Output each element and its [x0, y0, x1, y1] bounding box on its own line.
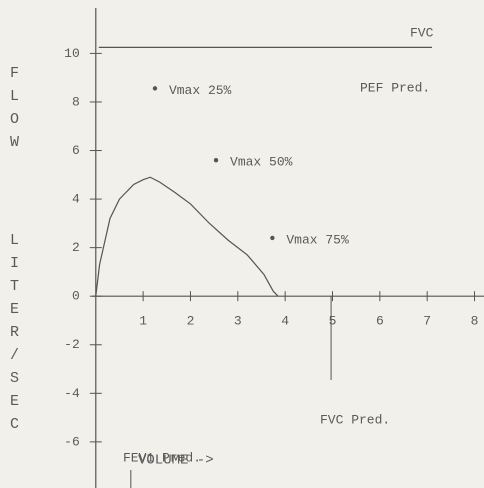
fvc-pred-label: FVC Pred.	[320, 412, 390, 427]
y-axis-label: FLOW	[6, 65, 23, 157]
y-tick-label: 0	[72, 289, 80, 304]
pef-pred-label: PEF Pred.	[360, 80, 430, 95]
x-tick-label: 6	[376, 314, 384, 329]
x-tick-label: 7	[423, 314, 431, 329]
y-tick-label: -4	[64, 386, 80, 401]
x-tick-label: 8	[471, 314, 479, 329]
y-tick-label: 4	[72, 192, 80, 207]
y-tick-label: -2	[64, 337, 80, 352]
fvc-label: FVC	[410, 25, 434, 40]
y-tick-label: 10	[64, 46, 80, 61]
x-axis-label: VOLUME ->	[138, 453, 214, 469]
y-axis-label: LITER/SEC	[6, 232, 23, 439]
vmax-label: Vmax 75%	[286, 232, 349, 247]
y-tick-label: -6	[64, 434, 80, 449]
vmax-point	[152, 86, 158, 91]
flow-curve	[95, 176, 279, 297]
y-tick-label: 8	[72, 94, 80, 109]
x-tick-label: 3	[234, 314, 242, 329]
x-tick-label: 4	[281, 314, 289, 329]
vmax-point	[270, 235, 275, 241]
y-tick-label: 6	[72, 143, 80, 158]
y-tick-label: 2	[72, 240, 80, 255]
vmax-label: Vmax 25%	[169, 83, 232, 98]
vmax-point	[213, 158, 219, 163]
x-tick-label: 5	[329, 314, 337, 329]
x-tick-label: 1	[139, 314, 147, 329]
x-tick-label: 2	[187, 314, 195, 329]
vmax-label: Vmax 50%	[230, 155, 293, 170]
fev1-pred-label: FEV1 Pred.	[123, 450, 201, 465]
